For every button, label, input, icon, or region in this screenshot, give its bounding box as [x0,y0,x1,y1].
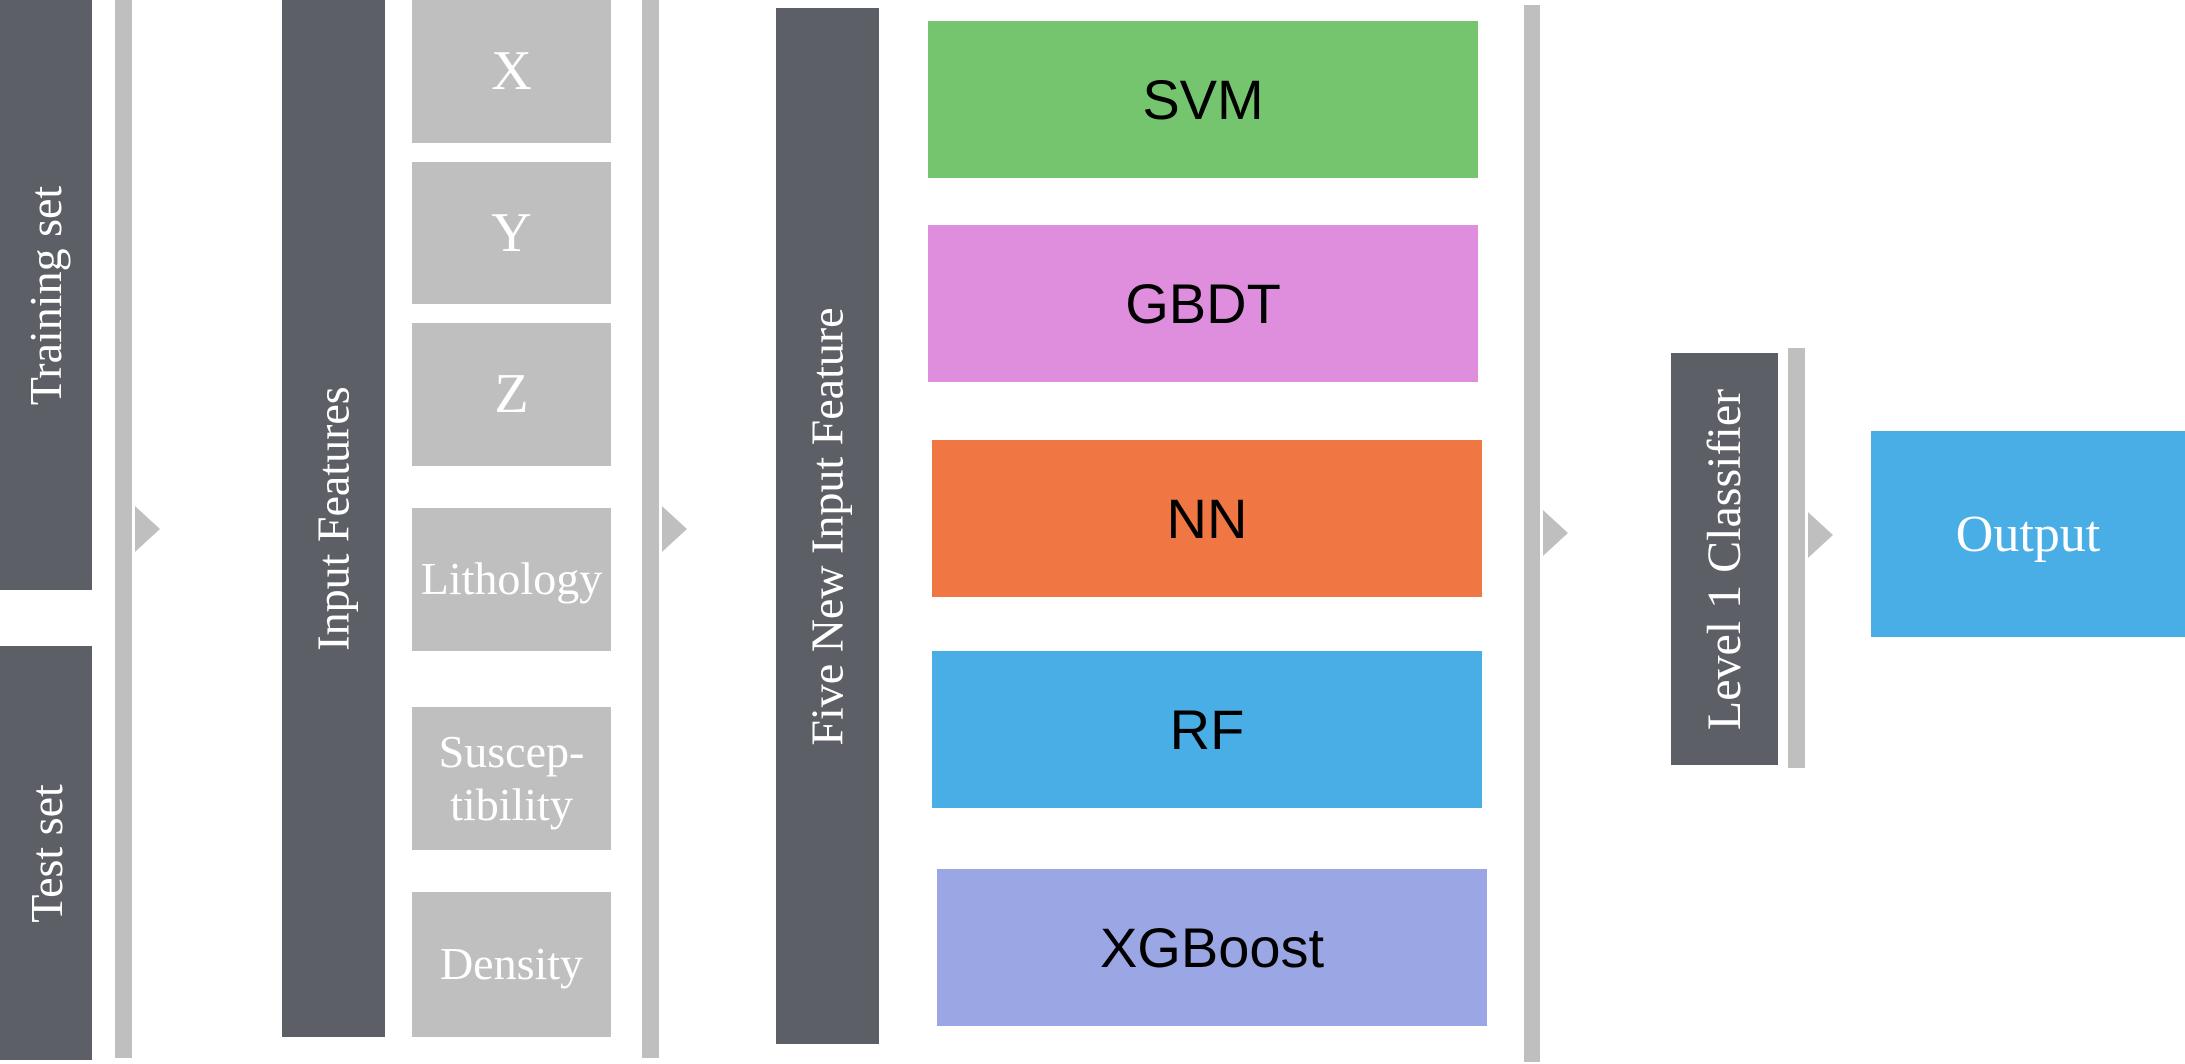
arrow-right-icon [1808,512,1833,558]
test-set-panel: Test set [0,646,92,1060]
feature-box-z: Z [412,323,611,466]
training-set-panel: Training set [0,0,92,590]
test-set-label: Test set [20,783,72,923]
feature-box-y: Y [412,162,611,304]
feature-box-x: X [412,0,611,143]
divider-bar-4 [1788,348,1805,768]
divider-bar-3 [1524,5,1540,1062]
arrow-right-icon [135,506,160,552]
output-box: Output [1871,431,2185,637]
model-xgboost: XGBoost [937,869,1487,1026]
feature-box-lithology: Lithology [412,508,611,651]
feature-box-susceptibility: Suscep- tibility [412,707,611,850]
model-svm: SVM [928,21,1478,178]
arrow-right-icon [662,506,687,552]
level1-classifier-panel: Level 1 Classifier [1671,353,1778,765]
level1-classifier-label: Level 1 Classifier [1698,388,1752,730]
model-rf: RF [932,651,1482,808]
divider-bar-2 [642,0,659,1058]
new-input-feature-panel: Five New Input Feature [776,8,879,1044]
model-nn: NN [932,440,1482,597]
training-set-label: Training set [20,185,72,405]
feature-box-density: Density [412,892,611,1037]
model-gbdt: GBDT [928,225,1478,382]
input-features-panel: Input Features [282,0,385,1037]
divider-bar-1 [115,0,132,1058]
arrow-right-icon [1543,510,1568,556]
new-input-feature-label: Five New Input Feature [802,306,854,746]
input-features-label: Input Features [308,386,359,651]
